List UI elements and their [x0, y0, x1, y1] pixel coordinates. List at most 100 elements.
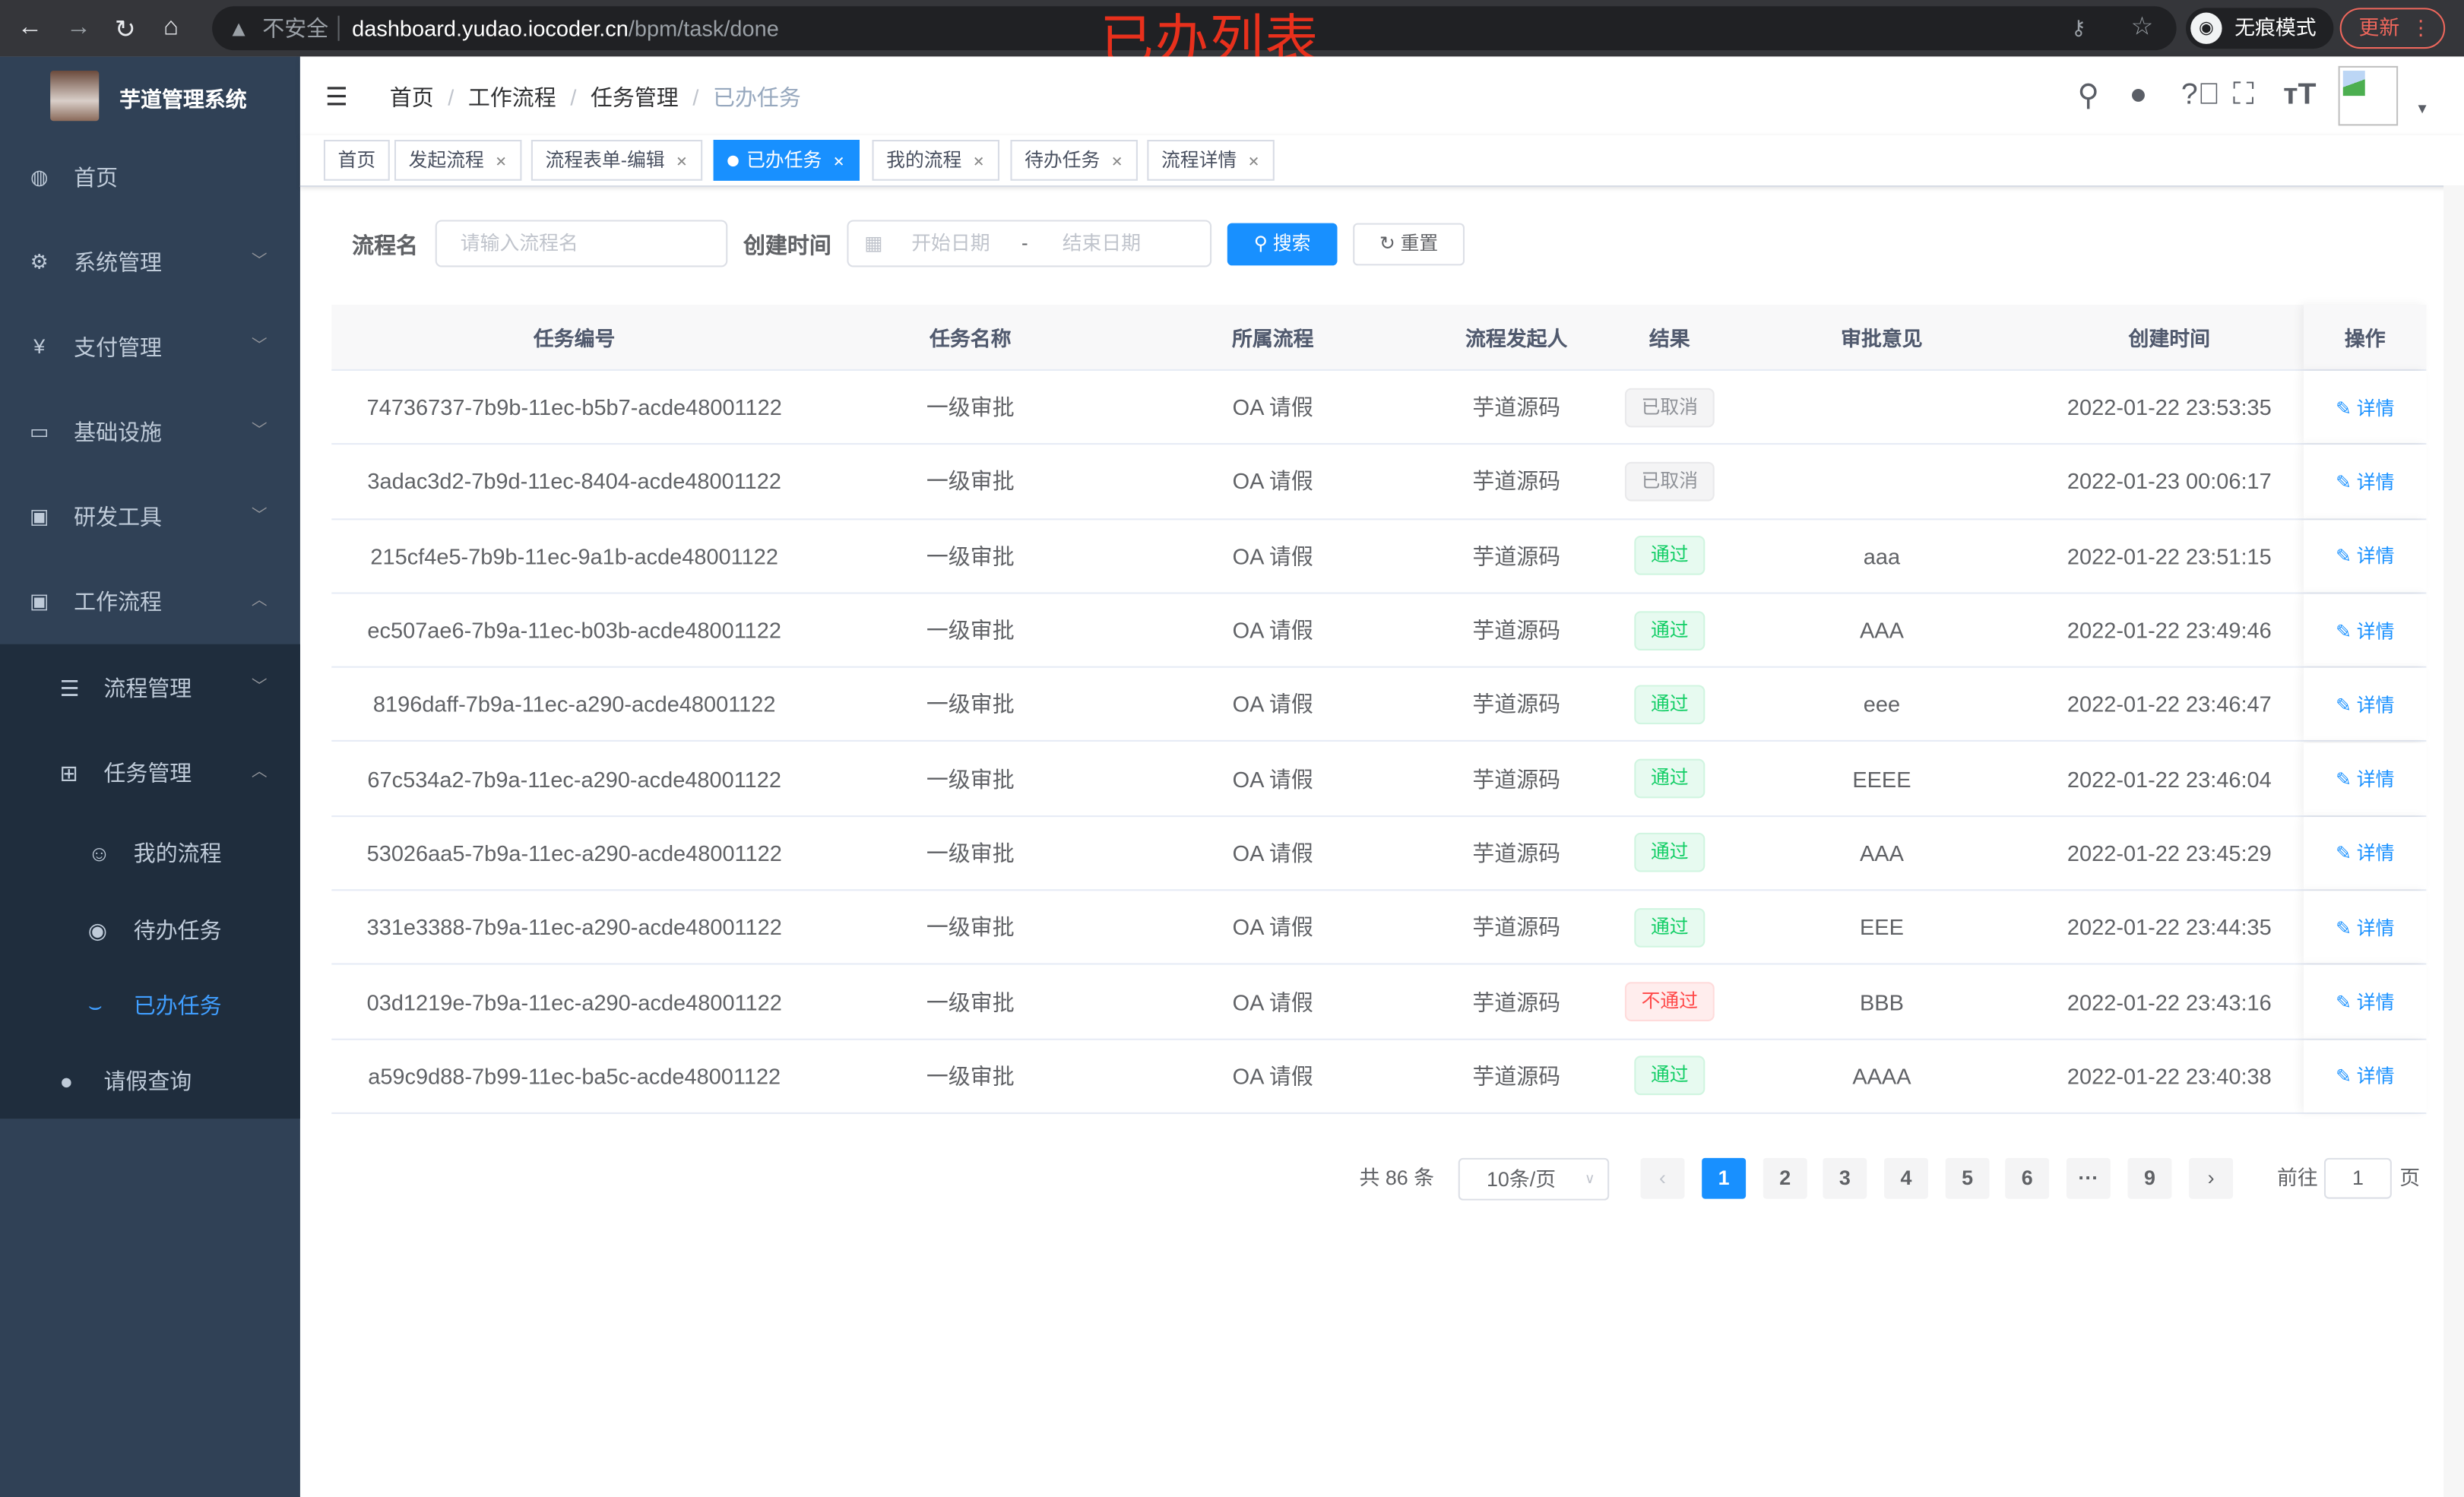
- next-page-button[interactable]: ›: [2189, 1157, 2234, 1199]
- update-label: 更新: [2358, 15, 2400, 40]
- sidebar-item-label: 支付管理: [74, 334, 162, 360]
- cell-starter: 芋道源码: [1472, 617, 1561, 643]
- page-button[interactable]: 1: [1702, 1157, 1747, 1199]
- end-date-input[interactable]: 结束日期: [1062, 233, 1142, 255]
- page-button[interactable]: 6: [2005, 1157, 2050, 1199]
- home-icon[interactable]: ⌂: [163, 14, 179, 41]
- tag-label: 发起流程: [408, 149, 484, 172]
- page-size-select[interactable]: 10条/页 ∨: [1458, 1157, 1610, 1201]
- search-button[interactable]: ⚲ 搜索: [1227, 223, 1338, 266]
- detail-link[interactable]: ✎ 详情: [2336, 1062, 2394, 1089]
- detail-label: 详情: [2356, 991, 2395, 1014]
- page-button[interactable]: 2: [1762, 1157, 1807, 1199]
- tag-start-process[interactable]: 发起流程 ✕: [394, 140, 521, 181]
- detail-link[interactable]: ✎ 详情: [2336, 765, 2394, 792]
- goto-page-input[interactable]: 1: [2323, 1157, 2392, 1199]
- close-icon[interactable]: ✕: [676, 153, 688, 170]
- sidebar-item-devtools[interactable]: ▣ 研发工具 ﹀: [0, 474, 300, 559]
- reset-button[interactable]: ↻ 重置: [1353, 223, 1465, 266]
- sidebar-item-workflow[interactable]: ▣ 工作流程 ︿: [0, 559, 300, 644]
- page-button[interactable]: ···: [2066, 1157, 2111, 1199]
- detail-link[interactable]: ✎ 详情: [2336, 691, 2394, 717]
- process-name-input[interactable]: 请输入流程名: [435, 220, 728, 267]
- tag-done-tasks[interactable]: 已办任务 ✕: [713, 140, 860, 181]
- column-header: 所属流程: [1231, 327, 1314, 351]
- search-icon[interactable]: ⚲: [2077, 80, 2100, 113]
- address-bar[interactable]: ▲ 不安全 dashboard.yudao.iocoder.cn/bpm/tas…: [212, 6, 2177, 51]
- prev-page-button[interactable]: ‹: [1640, 1157, 1685, 1199]
- page-button[interactable]: 3: [1823, 1157, 1867, 1199]
- fullscreen-icon[interactable]: ⛶: [2233, 78, 2254, 112]
- update-button[interactable]: 更新 ⋮: [2339, 8, 2446, 49]
- forward-icon[interactable]: →: [65, 14, 91, 41]
- column-header: 创建时间: [2128, 327, 2211, 351]
- detail-link[interactable]: ✎ 详情: [2336, 617, 2394, 644]
- incognito-badge[interactable]: ◉ 无痕模式: [2186, 8, 2334, 49]
- breadcrumb-separator: /: [448, 84, 454, 110]
- detail-label: 详情: [2356, 768, 2395, 791]
- cell-name: 一级审批: [926, 394, 1015, 420]
- sidebar-item-todo[interactable]: ◉ 待办任务: [0, 892, 300, 967]
- key-icon[interactable]: ⚷: [2071, 15, 2086, 40]
- page-button[interactable]: 5: [1945, 1157, 1990, 1199]
- sidebar-item-my-process[interactable]: ☺ 我的流程: [0, 815, 300, 891]
- date-range-picker[interactable]: ▦ 开始日期 - 结束日期: [847, 220, 1212, 267]
- list-icon: ☰: [59, 676, 80, 701]
- close-icon[interactable]: ✕: [1110, 153, 1123, 170]
- caret-down-icon[interactable]: ▼: [2415, 100, 2430, 117]
- breadcrumb-current: 已办任务: [713, 84, 801, 110]
- tag-home[interactable]: 首页: [323, 140, 390, 181]
- breadcrumb-item[interactable]: 任务管理: [590, 84, 679, 110]
- result-tag: 通过: [1635, 907, 1705, 948]
- hamburger-icon[interactable]: ☰: [325, 84, 348, 112]
- detail-link[interactable]: ✎ 详情: [2336, 543, 2394, 569]
- sidebar-item-leave[interactable]: ● 请假查询: [0, 1043, 300, 1119]
- start-date-input[interactable]: 开始日期: [911, 233, 990, 255]
- sidebar-item-system[interactable]: ⚙ 系统管理 ﹀: [0, 220, 300, 305]
- goto-suffix: 页: [2399, 1166, 2421, 1190]
- tag-todo-tasks[interactable]: 待办任务 ✕: [1010, 140, 1138, 181]
- cell-starter: 芋道源码: [1472, 1063, 1561, 1089]
- edit-icon: ✎: [2336, 768, 2357, 791]
- close-icon[interactable]: ✕: [1247, 153, 1260, 170]
- sidebar-item-process-manage[interactable]: ☰ 流程管理 ﹀: [0, 650, 300, 726]
- tag-my-process[interactable]: 我的流程 ✕: [872, 140, 999, 181]
- cell-action: ✎ 详情: [2304, 593, 2427, 667]
- sidebar-item-task-manage[interactable]: ⊞ 任务管理 ︿: [0, 736, 300, 811]
- tag-form-edit[interactable]: 流程表单-编辑 ✕: [530, 140, 702, 181]
- avatar[interactable]: [2338, 65, 2399, 126]
- breadcrumb-item[interactable]: 首页: [389, 84, 434, 110]
- cell-starter: 芋道源码: [1472, 543, 1561, 568]
- close-icon[interactable]: ✕: [972, 153, 985, 170]
- sidebar-item-infra[interactable]: ▭ 基础设施 ﹀: [0, 390, 300, 475]
- eye-icon: ◉: [87, 917, 108, 943]
- detail-link[interactable]: ✎ 详情: [2336, 468, 2394, 495]
- page-button[interactable]: 9: [2127, 1157, 2172, 1199]
- star-icon[interactable]: ☆: [2130, 14, 2154, 41]
- scrollbar[interactable]: [2443, 185, 2464, 1497]
- cell-time: 2022-01-22 23:53:35: [2067, 394, 2272, 420]
- tag-process-detail[interactable]: 流程详情 ✕: [1147, 140, 1274, 181]
- back-icon[interactable]: ←: [17, 14, 43, 41]
- edit-icon: ✎: [2336, 545, 2357, 568]
- more-icon[interactable]: ⋮: [2410, 15, 2431, 40]
- close-icon[interactable]: ✕: [495, 153, 507, 170]
- help-icon[interactable]: ?⃝: [2181, 78, 2221, 112]
- github-icon[interactable]: ●: [2129, 78, 2148, 112]
- cell-comment: EEEE: [1852, 766, 1911, 792]
- detail-link[interactable]: ✎ 详情: [2336, 914, 2394, 941]
- detail-link[interactable]: ✎ 详情: [2336, 989, 2394, 1015]
- font-size-icon[interactable]: ᴛT: [2283, 78, 2317, 112]
- logo[interactable]: [50, 71, 100, 122]
- sidebar-item-done[interactable]: ⌣ 已办任务: [0, 968, 300, 1043]
- page-button[interactable]: 4: [1884, 1157, 1928, 1199]
- sidebar-item-home[interactable]: ◍ 首页: [0, 135, 300, 220]
- breadcrumb-item[interactable]: 工作流程: [467, 84, 556, 110]
- sidebar-item-pay[interactable]: ¥ 支付管理 ﹀: [0, 305, 300, 390]
- detail-link[interactable]: ✎ 详情: [2336, 394, 2394, 420]
- close-icon[interactable]: ✕: [832, 153, 845, 170]
- detail-link[interactable]: ✎ 详情: [2336, 840, 2394, 866]
- reload-icon[interactable]: ↻: [114, 17, 136, 44]
- cell-process: OA 请假: [1232, 394, 1313, 420]
